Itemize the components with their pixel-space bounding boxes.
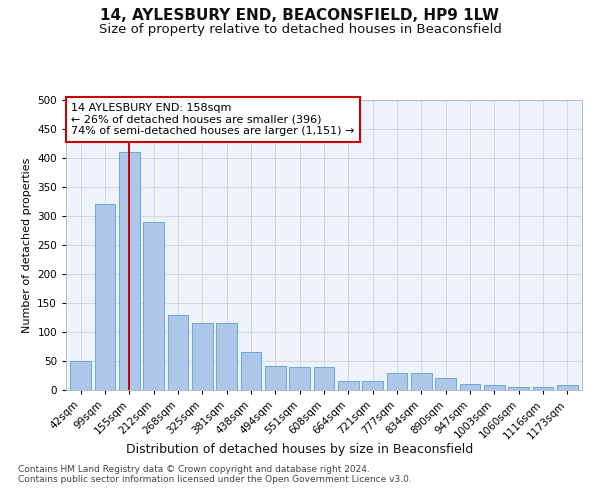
Bar	[265, 366, 286, 390]
Bar	[386, 372, 407, 390]
Bar	[362, 382, 383, 390]
Bar	[411, 372, 432, 390]
Text: Contains HM Land Registry data © Crown copyright and database right 2024.
Contai: Contains HM Land Registry data © Crown c…	[18, 465, 412, 484]
Text: 14, AYLESBURY END, BEACONSFIELD, HP9 1LW: 14, AYLESBURY END, BEACONSFIELD, HP9 1LW	[101, 8, 499, 22]
Bar	[314, 367, 334, 390]
Bar	[216, 324, 237, 390]
Bar	[436, 378, 456, 390]
Y-axis label: Number of detached properties: Number of detached properties	[22, 158, 32, 332]
Bar	[533, 387, 553, 390]
Bar	[241, 352, 262, 390]
Bar	[557, 386, 578, 390]
Bar	[338, 382, 359, 390]
Text: 14 AYLESBURY END: 158sqm
← 26% of detached houses are smaller (396)
74% of semi-: 14 AYLESBURY END: 158sqm ← 26% of detach…	[71, 103, 355, 136]
Bar	[508, 387, 529, 390]
Bar	[143, 222, 164, 390]
Text: Size of property relative to detached houses in Beaconsfield: Size of property relative to detached ho…	[98, 22, 502, 36]
Bar	[95, 204, 115, 390]
Bar	[192, 324, 212, 390]
Bar	[119, 152, 140, 390]
Text: Distribution of detached houses by size in Beaconsfield: Distribution of detached houses by size …	[127, 442, 473, 456]
Bar	[460, 384, 481, 390]
Bar	[289, 367, 310, 390]
Bar	[484, 386, 505, 390]
Bar	[70, 361, 91, 390]
Bar	[167, 314, 188, 390]
